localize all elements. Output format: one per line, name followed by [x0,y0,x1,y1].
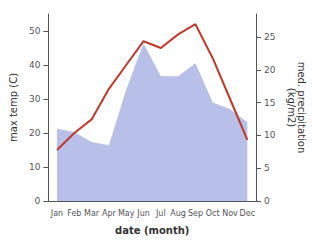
svg-text:0: 0 [264,196,270,206]
svg-text:Jul: Jul [155,209,166,218]
svg-text:10: 10 [264,130,276,140]
svg-text:May: May [118,209,135,218]
svg-text:20: 20 [29,128,41,138]
svg-text:Oct: Oct [206,209,220,218]
svg-text:50: 50 [29,26,41,36]
svg-text:Mar: Mar [84,209,100,218]
svg-text:40: 40 [29,60,41,70]
svg-text:Aug: Aug [170,209,186,218]
svg-text:Sep: Sep [188,209,203,218]
svg-text:date (month): date (month) [115,225,189,236]
svg-text:Feb: Feb [67,209,81,218]
svg-text:Jan: Jan [50,209,63,218]
svg-text:10: 10 [29,162,41,172]
svg-text:0: 0 [35,196,41,206]
svg-text:Apr: Apr [102,209,117,218]
svg-text:30: 30 [29,94,41,104]
svg-text:Nov: Nov [222,209,238,218]
svg-text:20: 20 [264,65,276,75]
svg-text:Dec: Dec [240,209,255,218]
svg-text:25: 25 [264,32,275,42]
svg-text:Jun: Jun [136,209,150,218]
svg-text:15: 15 [264,98,275,108]
svg-text:max temp (C): max temp (C) [8,73,19,142]
svg-text:5: 5 [264,163,270,173]
svg-text:med. precipitation: med. precipitation [295,61,307,154]
svg-text:(kg/m2): (kg/m2) [286,88,297,128]
